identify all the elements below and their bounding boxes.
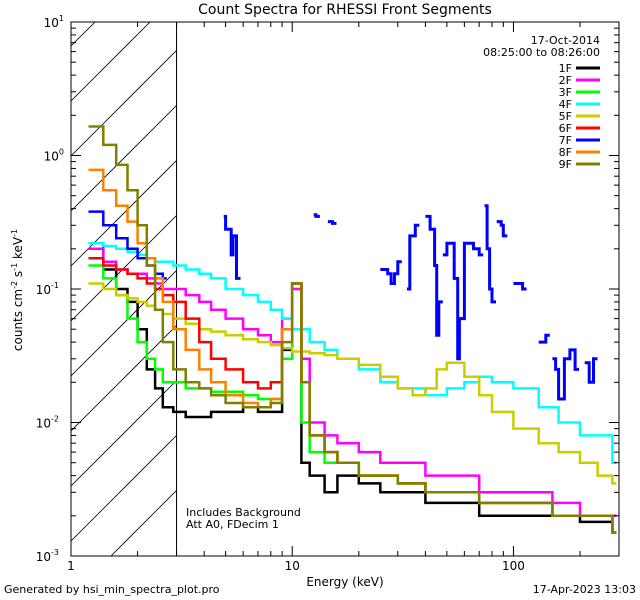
y-label-part: s	[11, 271, 25, 281]
series-line-7f-segment	[513, 282, 527, 291]
y-label-part: keV	[11, 236, 25, 263]
series-line-7f-segment	[313, 213, 320, 218]
y-label-exp: -1	[10, 229, 19, 237]
legend-label-2f: 2F	[559, 74, 572, 87]
series-line-7f-segment	[484, 204, 496, 304]
x-tick-label: 1	[67, 559, 75, 573]
axis-ticks: 1 10 100 10-3 10-2 10-1 100 101	[36, 14, 620, 573]
hatch-line	[71, 105, 177, 212]
legend-label-4f: 4F	[559, 98, 572, 111]
hatch-line	[71, 435, 177, 542]
y-axis-label: counts cm-2 s-1 keV-1	[10, 229, 25, 351]
generated-by-label: Generated by hsi_min_spectra_plot.pro	[4, 583, 220, 596]
annotation-attenuator: Att A0, FDecim 1	[186, 518, 279, 531]
y-tick-label: 101	[44, 14, 64, 30]
legend-label-9f: 9F	[559, 158, 572, 171]
y-tick-label: 10-2	[36, 415, 59, 431]
series-line-7f-segment	[496, 220, 508, 238]
series-line-7f-segment	[223, 214, 241, 280]
chart-title: Count Spectra for RHESSI Front Segments	[198, 2, 492, 18]
series-line-7f-segment	[538, 333, 550, 344]
legend-label-7f: 7F	[559, 134, 572, 147]
series-line-7f-segment	[552, 348, 580, 401]
y-tick-label: 10-3	[36, 548, 59, 564]
annotation-background: Includes Background	[186, 506, 301, 519]
series-line-9f	[88, 125, 617, 534]
hatch-line	[110, 490, 177, 556]
y-label-part: counts cm	[11, 289, 25, 351]
hatch-line	[71, 22, 96, 47]
hatch-line	[71, 380, 177, 487]
legend-label-3f: 3F	[559, 86, 572, 99]
hatch-line	[71, 50, 177, 157]
series-line-7f-segment	[406, 223, 420, 291]
date-label: 17-Oct-2014	[531, 34, 600, 47]
hatch-line	[71, 22, 151, 102]
series-line-7f-segment	[425, 214, 443, 337]
series-group	[88, 125, 617, 534]
legend-label-8f: 8F	[559, 146, 572, 159]
series-line-7f-segment	[327, 220, 337, 225]
series-line-7f	[88, 210, 167, 280]
hatch-line	[71, 215, 177, 322]
series-line-7f-segment	[442, 241, 484, 361]
hatch-line	[71, 270, 177, 377]
time-range-label: 08:25:00 to 08:26:00	[483, 46, 600, 59]
legend-label-5f: 5F	[559, 110, 572, 123]
series-line-7f-segment	[584, 357, 598, 384]
hatch-line	[71, 160, 177, 267]
timestamp-label: 17-Apr-2023 13:03	[532, 583, 636, 596]
x-tick-label: 100	[502, 559, 525, 573]
y-tick-label: 10-1	[36, 281, 59, 297]
legend-label-6f: 6F	[559, 122, 572, 135]
series-line-7f-segment	[380, 260, 402, 285]
background-hatched-region	[71, 22, 178, 556]
y-label-exp: -2	[10, 281, 19, 289]
hatch-line	[71, 325, 177, 432]
y-label-exp: -1	[10, 263, 19, 271]
x-axis-label: Energy (keV)	[306, 575, 383, 589]
x-tick-label: 10	[285, 559, 300, 573]
legend-label-1f: 1F	[559, 62, 572, 75]
series-line-2f	[88, 247, 617, 518]
y-tick-label: 100	[44, 148, 64, 164]
